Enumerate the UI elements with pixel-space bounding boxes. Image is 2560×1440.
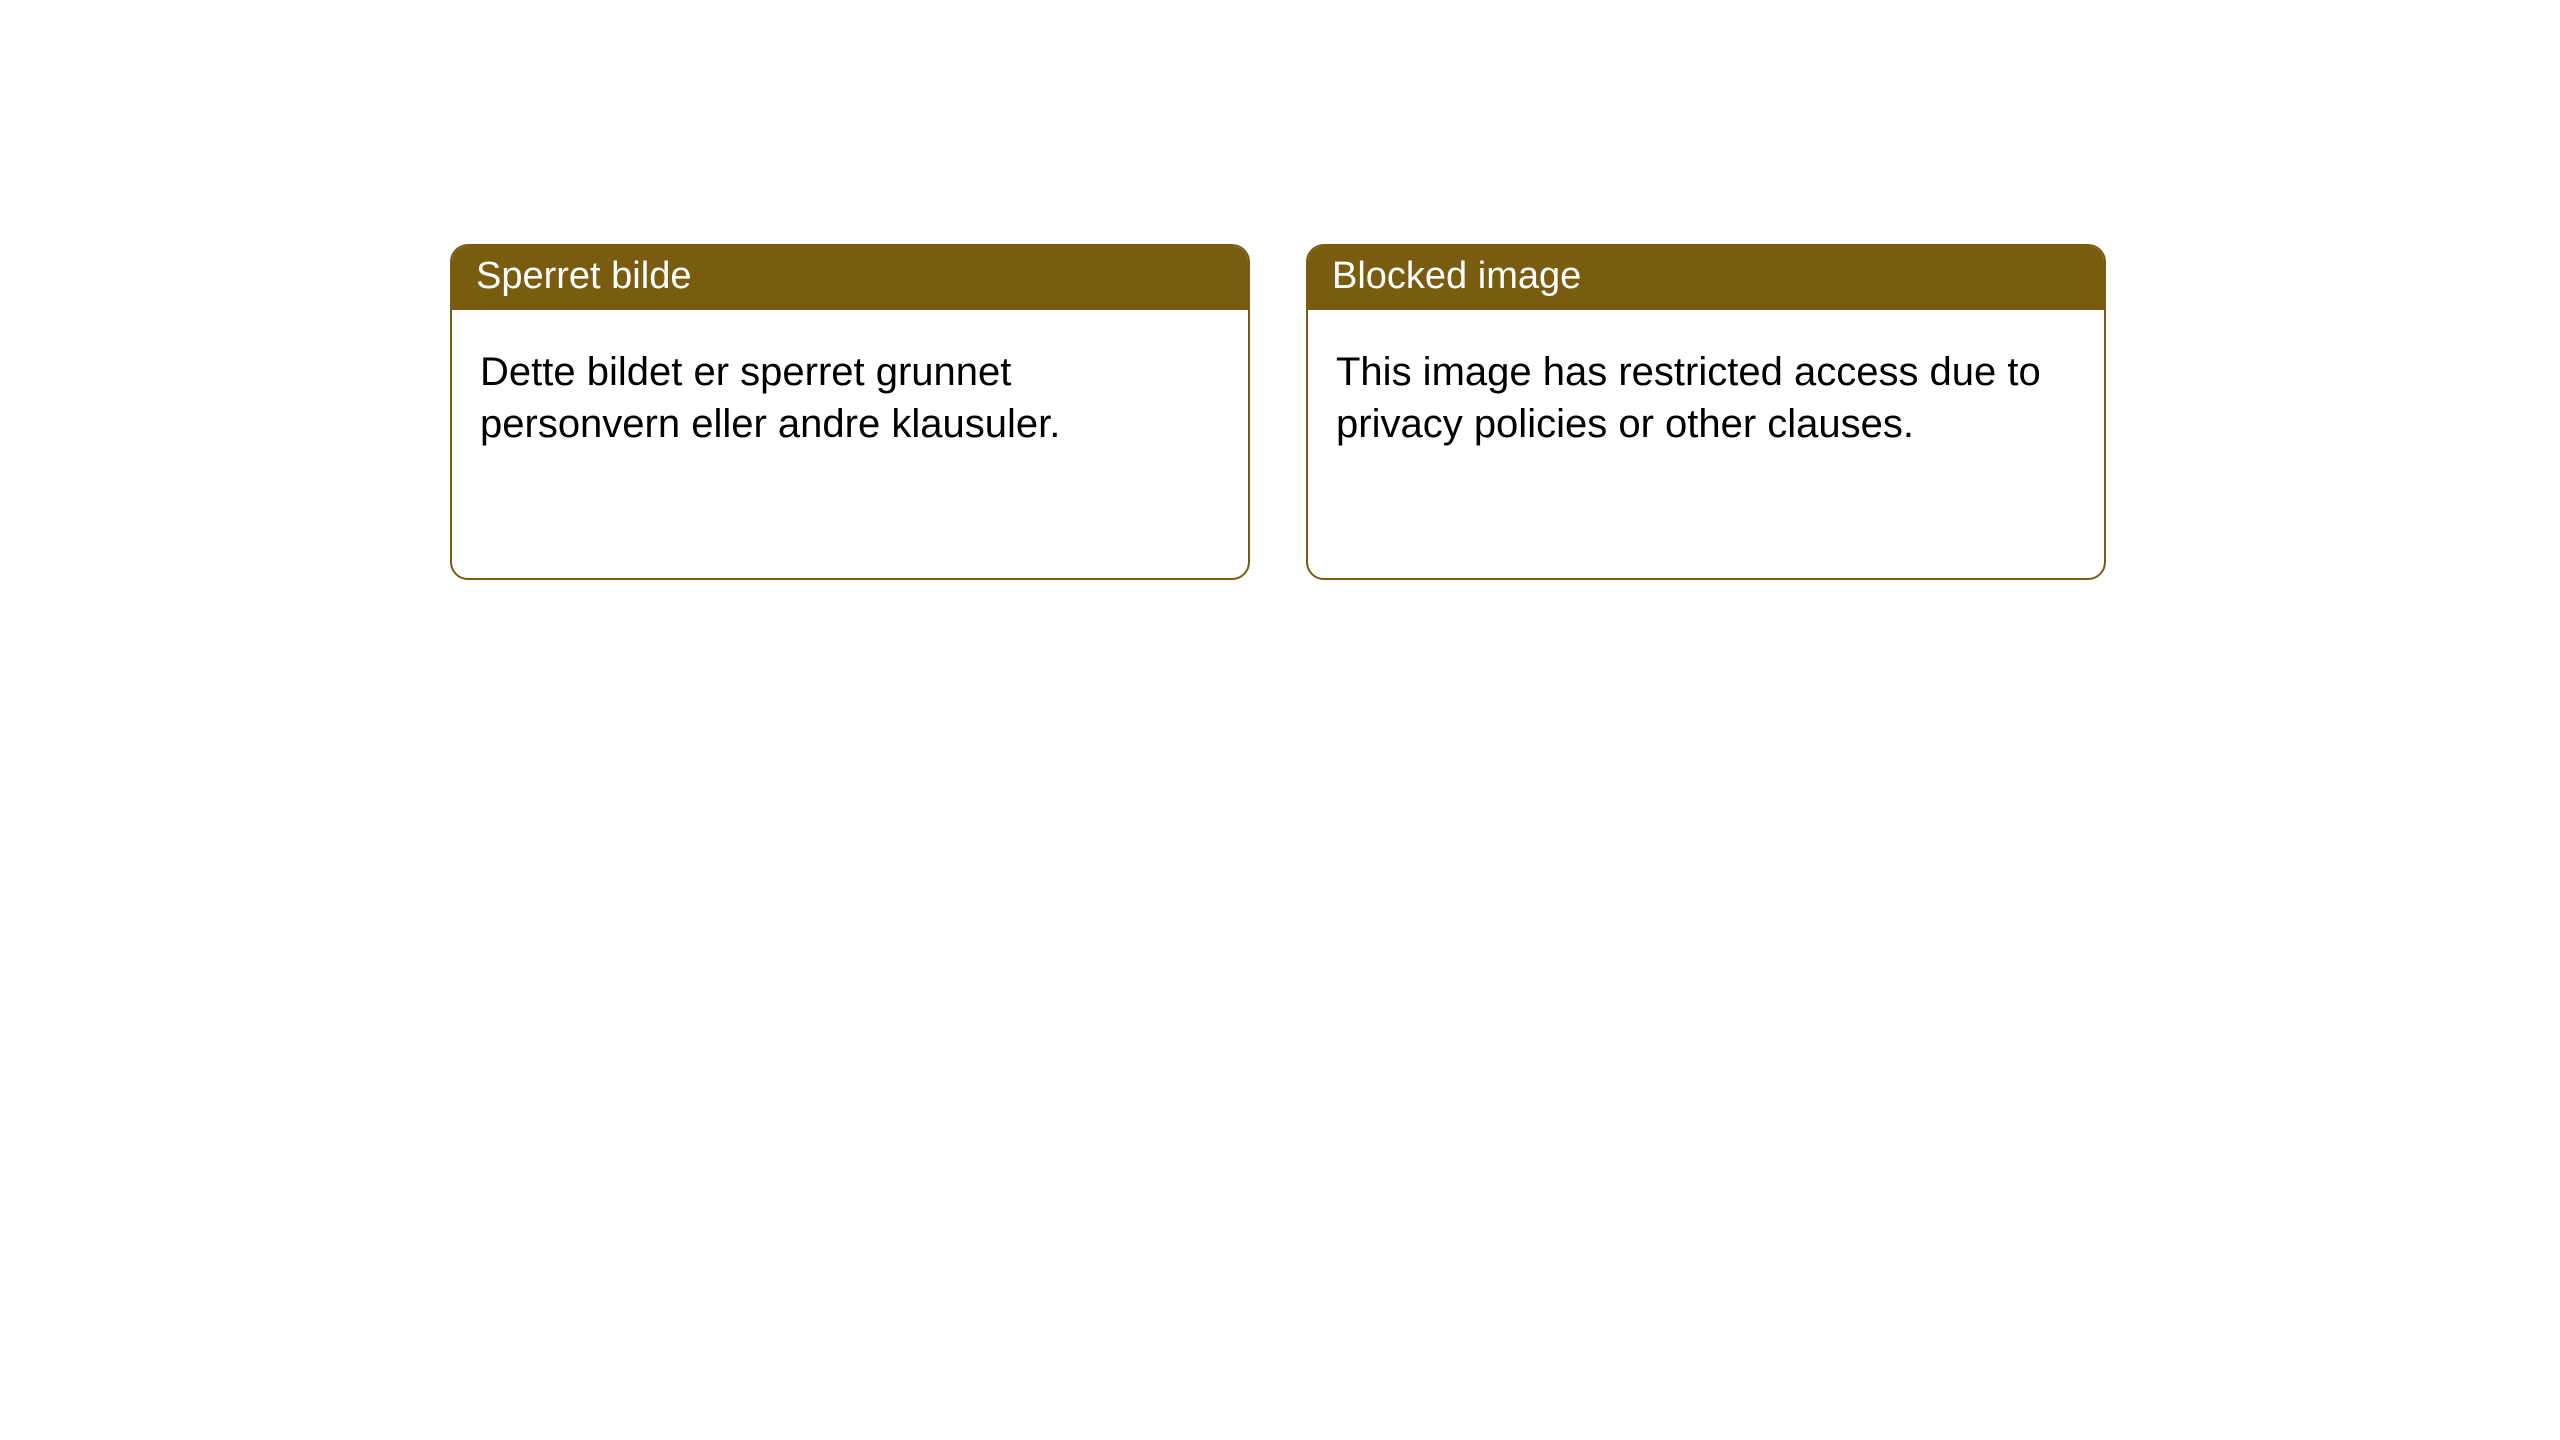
card-title: Sperret bilde <box>476 255 691 297</box>
card-body-text: Dette bildet er sperret grunnet personve… <box>480 350 1060 446</box>
notice-cards-container: Sperret bilde Dette bildet er sperret gr… <box>0 0 2560 580</box>
card-title: Blocked image <box>1332 255 1581 297</box>
notice-card-english: Blocked image This image has restricted … <box>1306 244 2106 580</box>
card-body-text: This image has restricted access due to … <box>1336 350 2041 446</box>
card-body: Dette bildet er sperret grunnet personve… <box>452 310 1248 478</box>
card-header: Sperret bilde <box>452 246 1248 310</box>
notice-card-norwegian: Sperret bilde Dette bildet er sperret gr… <box>450 244 1250 580</box>
card-header: Blocked image <box>1308 246 2104 310</box>
card-body: This image has restricted access due to … <box>1308 310 2104 478</box>
